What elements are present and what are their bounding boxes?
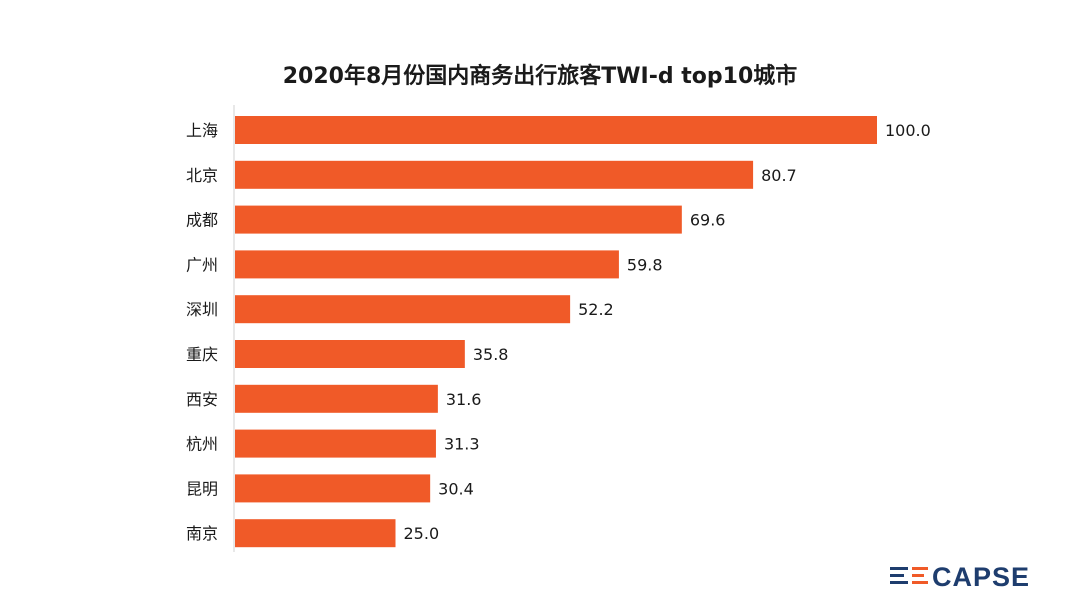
bar-1 <box>235 116 877 144</box>
bar-4 <box>235 250 619 279</box>
chart-title: 2020年8月份国内商务出行旅客TWI-d top10城市 <box>282 64 798 89</box>
category-label-9: 昆明 <box>186 479 218 498</box>
bar-9 <box>235 474 431 503</box>
category-label-3: 成都 <box>186 211 218 230</box>
bar-3 <box>235 205 682 234</box>
value-label-5: 52.2 <box>578 300 614 319</box>
value-label-7: 31.6 <box>446 390 482 409</box>
capse-logo: CAPSE <box>890 562 1040 592</box>
value-label-3: 69.6 <box>690 211 726 230</box>
value-label-10: 25.0 <box>404 524 440 543</box>
capse-logo-icon <box>890 567 928 584</box>
category-label-2: 北京 <box>186 166 218 185</box>
category-label-10: 南京 <box>186 524 218 543</box>
category-label-6: 重庆 <box>186 345 218 364</box>
bar-5 <box>235 295 571 324</box>
value-label-8: 31.3 <box>444 435 480 454</box>
category-label-5: 深圳 <box>186 300 218 319</box>
category-label-8: 杭州 <box>186 435 218 454</box>
value-label-2: 80.7 <box>761 166 797 185</box>
value-label-1: 100.0 <box>885 121 931 140</box>
bar-10 <box>235 519 396 548</box>
category-label-4: 广州 <box>186 255 218 274</box>
bar-6 <box>235 340 465 368</box>
category-label-7: 西安 <box>186 390 218 409</box>
value-label-4: 59.8 <box>627 255 663 274</box>
category-label-1: 上海 <box>186 121 218 140</box>
bar-8 <box>235 429 436 458</box>
bar-7 <box>235 384 438 413</box>
bar-2 <box>235 160 754 189</box>
capse-logo-text: CAPSE <box>932 562 1031 592</box>
value-label-6: 35.8 <box>473 345 509 364</box>
value-label-9: 30.4 <box>438 479 474 498</box>
